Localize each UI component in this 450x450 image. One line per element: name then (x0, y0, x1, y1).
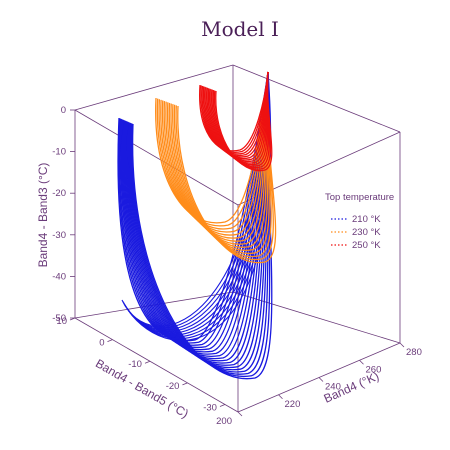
series-210-curve (121, 71, 269, 351)
series-230-curve (165, 71, 269, 242)
legend-label: 210 °K (352, 214, 381, 225)
x-tick-label: 10 (56, 316, 67, 327)
box-edge (74, 317, 239, 413)
z-tick-label: -40 (52, 271, 66, 282)
z-tick-label: -50 (52, 313, 66, 324)
x-tick-label: 0 (99, 338, 104, 349)
z-tick-label: -10 (52, 147, 66, 158)
x-tick-label: -30 (203, 402, 217, 413)
box-edge (74, 64, 234, 111)
box-edge (232, 291, 401, 344)
z-tick-label: 0 (61, 105, 66, 116)
x-tick-label: -10 (128, 359, 142, 370)
y-axis-ticks: 200 220 240 260 280 (216, 342, 422, 427)
series-210-curve (132, 71, 273, 380)
y-tick-mark (278, 394, 283, 400)
y-tick-mark (359, 359, 364, 365)
series-250-curve (215, 71, 273, 172)
series-210-curve (118, 71, 269, 344)
z-axis-ticks: 0 -10 -20 -30 -40 -50 (52, 105, 75, 324)
x-axis-ticks: 10 0 -10 -20 -30 (56, 316, 226, 413)
y-tick-label: 220 (285, 399, 301, 410)
y-tick-mark (318, 377, 324, 382)
series-250-curve (199, 71, 269, 152)
x-tick-label: -20 (166, 381, 180, 392)
x-tick-mark (107, 339, 113, 342)
z-axis-label: Band4 - Band3 (°C) (36, 163, 50, 268)
y-tick-mark (237, 411, 243, 417)
y-tick-mark (399, 342, 405, 348)
y-tick-label: 280 (406, 347, 422, 358)
series-210-curve (125, 71, 269, 362)
chart-title: Model I (201, 17, 279, 41)
chart-legend: Top temperature 210 °K 230 °K 250 °K (325, 192, 394, 251)
y-tick-label: 200 (216, 416, 232, 427)
box-edge (232, 64, 401, 133)
x-tick-mark (219, 404, 226, 407)
legend-label: 230 °K (352, 227, 381, 238)
chart-curves (117, 71, 277, 380)
y-tick-label: 260 (366, 364, 382, 375)
legend-label: 250 °K (352, 240, 381, 251)
z-tick-label: -20 (52, 188, 66, 199)
x-tick-mark (182, 382, 188, 386)
box-edge (74, 109, 239, 206)
z-tick-label: -30 (52, 230, 66, 241)
x-tick-mark (69, 317, 76, 321)
y-tick-label: 240 (325, 382, 341, 393)
x-tick-mark (144, 360, 151, 364)
legend-title: Top temperature (325, 192, 394, 203)
